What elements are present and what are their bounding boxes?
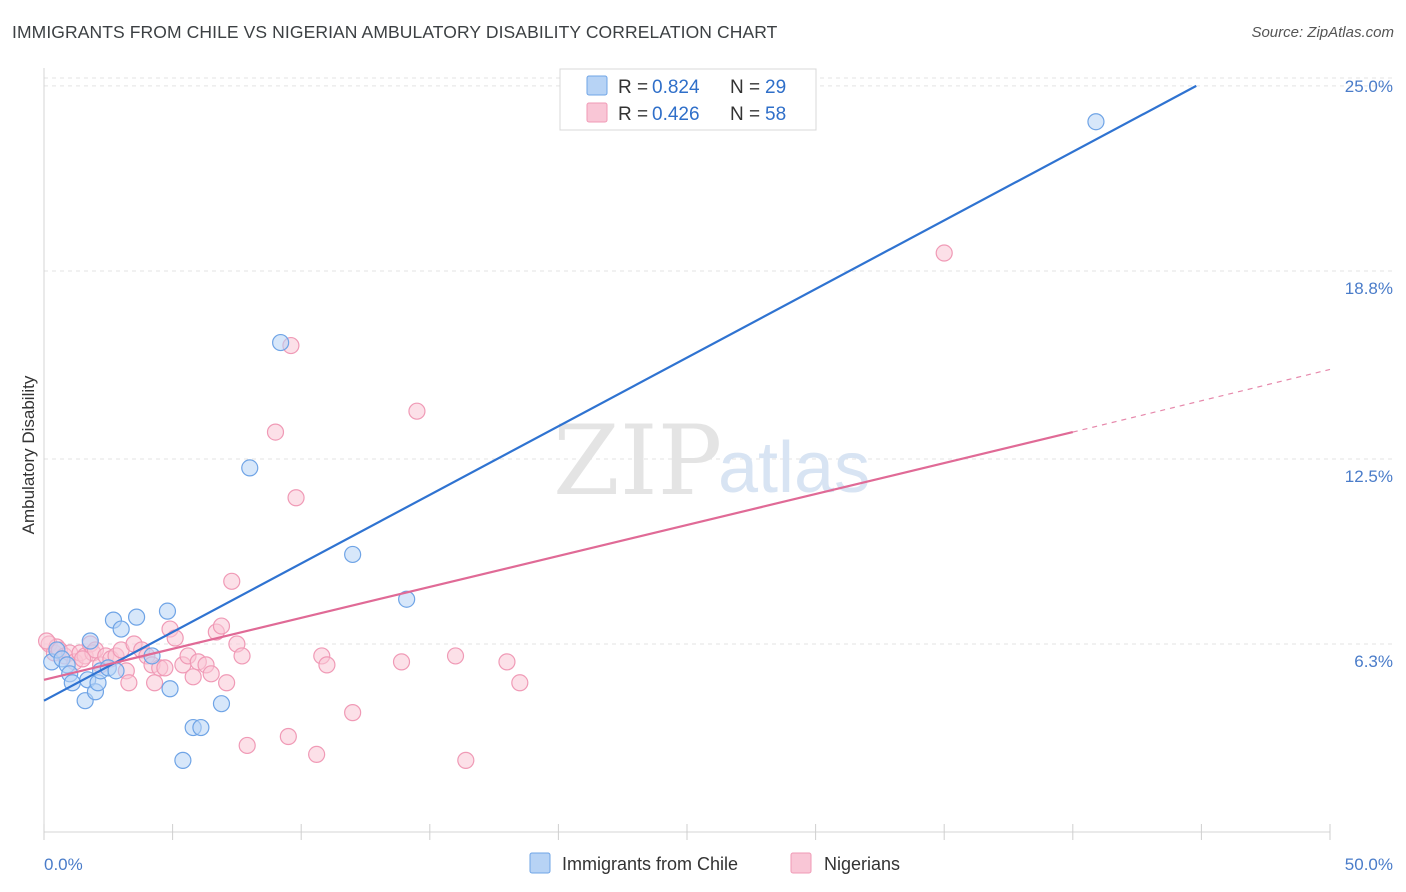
point-nigerians	[344, 704, 362, 722]
x-axis-ticks	[43, 824, 1331, 840]
x-tick-label-max: 50.0%	[1345, 855, 1393, 874]
legend-r-label-nigerians: R =	[618, 104, 648, 125]
legend-n-label-nigerians: N =	[730, 104, 760, 125]
point-nigerians	[279, 727, 297, 746]
point-nigerians	[73, 650, 92, 668]
series-legend-label-nigerians: Nigerians	[824, 854, 900, 874]
point-nigerians	[233, 647, 251, 665]
legend-n-label-chile: N =	[730, 77, 760, 98]
trend-lines	[43, 84, 1331, 702]
point-chile	[344, 545, 362, 564]
point-nigerians	[446, 647, 465, 665]
y-tick-label: 12.5%	[1345, 467, 1393, 486]
legend-r-value-nigerians: 0.426	[652, 104, 700, 125]
series-legend-swatch-nigerians	[790, 852, 812, 874]
point-nigerians	[266, 423, 285, 441]
legend-r-label-chile: R =	[618, 77, 648, 98]
trend-line-nigerians	[43, 431, 1074, 681]
point-nigerians	[202, 665, 220, 683]
point-chile	[398, 590, 416, 608]
legend-swatch-chile	[586, 75, 608, 96]
watermark: ZIP atlas	[553, 405, 870, 517]
point-nigerians	[166, 629, 184, 647]
series-legend-swatch-chile	[529, 852, 551, 874]
watermark-atlas: atlas	[718, 428, 870, 508]
y-axis-label: Ambulatory Disability	[19, 375, 38, 534]
point-nigerians	[318, 656, 336, 674]
point-nigerians	[238, 736, 256, 755]
watermark-zip: ZIP	[553, 405, 722, 517]
trend-line-nigerians-extension	[1072, 368, 1331, 433]
point-chile	[174, 751, 192, 769]
source-credit: Source: ZipAtlas.com	[1251, 24, 1394, 41]
x-tick-label-min: 0.0%	[44, 855, 83, 874]
point-nigerians	[184, 668, 202, 686]
point-nigerians	[145, 674, 164, 692]
point-nigerians	[223, 572, 241, 590]
point-chile	[192, 718, 210, 737]
point-chile	[1087, 113, 1105, 131]
point-chile	[158, 602, 177, 620]
stats-legend: R = 0.824 N = 29 R = 0.426 N = 58	[559, 68, 817, 131]
y-tick-label: 6.3%	[1354, 652, 1393, 671]
legend-r-value-chile: 0.824	[652, 77, 700, 98]
point-chile	[127, 608, 146, 626]
point-nigerians	[935, 244, 953, 262]
legend-n-value-nigerians: 58	[765, 104, 786, 125]
point-chile	[241, 459, 259, 477]
point-nigerians	[408, 402, 426, 420]
chart-title: IMMIGRANTS FROM CHILE VS NIGERIAN AMBULA…	[12, 22, 778, 42]
series-legend-label-chile: Immigrants from Chile	[562, 854, 738, 874]
point-chile	[212, 695, 231, 713]
point-nigerians	[392, 653, 411, 671]
scatter-points	[37, 113, 1105, 769]
point-nigerians	[156, 659, 174, 677]
point-chile	[112, 620, 130, 638]
point-chile	[81, 632, 99, 650]
point-nigerians	[308, 745, 326, 764]
y-tick-label: 25.0%	[1345, 77, 1393, 96]
point-nigerians	[498, 653, 516, 671]
y-tick-label: 18.8%	[1345, 279, 1393, 298]
point-nigerians	[218, 674, 236, 692]
point-nigerians	[120, 674, 138, 692]
y-tick-labels: 6.3% 12.5% 18.8% 25.0%	[1345, 77, 1393, 671]
series-legend: Immigrants from Chile Nigerians	[529, 852, 900, 874]
trend-line-chile	[43, 84, 1197, 702]
legend-n-value-chile: 29	[765, 77, 786, 98]
point-nigerians	[511, 674, 529, 692]
point-nigerians	[287, 489, 305, 507]
gridlines	[44, 77, 1393, 645]
point-nigerians	[457, 751, 475, 769]
point-nigerians	[212, 617, 231, 635]
point-chile	[161, 680, 179, 698]
legend-swatch-nigerians	[586, 102, 608, 123]
point-chile	[272, 333, 290, 352]
